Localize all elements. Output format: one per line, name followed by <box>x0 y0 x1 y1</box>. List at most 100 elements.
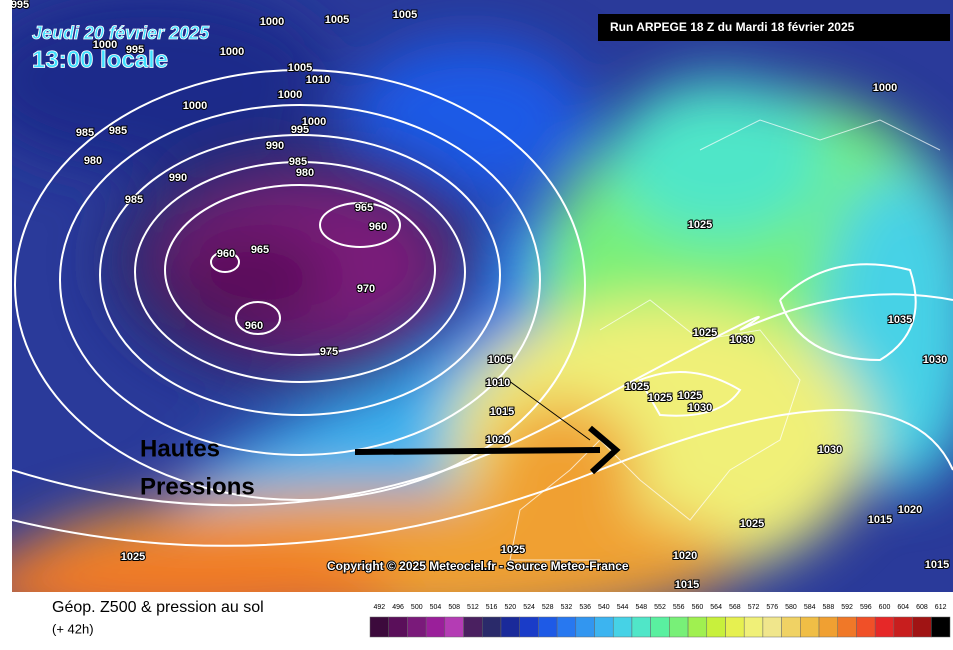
legend-label: 552 <box>654 604 666 611</box>
legend-label: 612 <box>935 604 947 611</box>
legend-swatch <box>369 616 389 638</box>
isobar-label: 995 <box>126 44 144 56</box>
legend-label: 532 <box>561 604 573 611</box>
legend-swatch <box>425 616 446 638</box>
legend-swatch <box>687 616 708 638</box>
isobar-label: 1030 <box>923 354 947 366</box>
run-box <box>598 14 950 41</box>
legend-label: 576 <box>766 604 778 611</box>
legend-swatch <box>818 616 838 638</box>
isobar-label: 1025 <box>678 390 702 402</box>
isobar-label: 1000 <box>260 16 284 28</box>
legend-swatch <box>500 616 520 638</box>
legend-swatch <box>463 616 483 638</box>
legend-swatch <box>931 616 951 638</box>
legend-swatch <box>725 616 745 638</box>
isobar-label: 985 <box>289 156 307 168</box>
arrow <box>354 447 601 455</box>
legend-label: 600 <box>879 604 891 611</box>
isobar-label: 980 <box>296 167 314 179</box>
isobars <box>12 69 953 547</box>
legend-label: 560 <box>692 604 704 611</box>
legend-label: 544 <box>617 604 629 611</box>
legend-swatch <box>912 616 932 638</box>
isobar-label: 1015 <box>868 514 892 526</box>
legend-swatch <box>837 616 857 638</box>
isobar-label: 1005 <box>325 14 349 26</box>
footer-title: Géop. Z500 & pression au sol <box>52 599 264 616</box>
legend-label: 548 <box>635 604 647 611</box>
isobar-label: 965 <box>355 202 373 214</box>
isobar-label: 1025 <box>693 327 717 339</box>
legend-label: 580 <box>785 604 797 611</box>
coastlines <box>509 119 941 561</box>
legend-swatch <box>893 616 913 638</box>
isobar-label: 1005 <box>393 9 417 21</box>
legend-swatch <box>556 616 577 638</box>
legend-label: 608 <box>916 604 928 611</box>
isobar-label: 1030 <box>730 334 754 346</box>
isobar-label: 995 <box>291 124 309 136</box>
isobar-label: 1000 <box>302 116 326 128</box>
legend-label: 572 <box>748 604 760 611</box>
legend-swatch <box>874 616 895 638</box>
isobar-label: 1035 <box>888 314 912 326</box>
copyright: Copyright © 2025 Meteociel.fr - Source M… <box>327 559 629 573</box>
legend-swatch <box>762 616 782 638</box>
legend-label: 508 <box>448 604 460 611</box>
legend-swatch <box>781 616 801 638</box>
legend-swatch <box>388 616 408 638</box>
legend-swatch <box>538 616 558 638</box>
isobar-label: 980 <box>84 155 102 167</box>
isobar-label: 1020 <box>486 434 510 446</box>
isobar-label: 975 <box>320 346 338 358</box>
legend-swatch <box>612 616 633 638</box>
annotation: Hautes <box>140 435 220 462</box>
legend-label: 500 <box>411 604 423 611</box>
isobar-label: 1025 <box>740 518 764 530</box>
isobar-label: 995 <box>11 0 29 11</box>
legend-label: 496 <box>392 604 404 611</box>
footer-lead: (+ 42h) <box>52 621 94 636</box>
legend-label: 504 <box>430 604 442 611</box>
isobar-label: 965 <box>251 244 269 256</box>
annotation: Pressions <box>140 473 255 500</box>
isobar-label: 1010 <box>486 377 510 389</box>
legend-swatch <box>482 616 502 638</box>
isobar-label: 1020 <box>673 550 697 562</box>
isobar-label: 960 <box>245 320 263 332</box>
legend-swatch <box>594 616 614 638</box>
isobar-label: 985 <box>76 127 94 139</box>
isobar-label: 1025 <box>501 544 525 556</box>
isobar-label: 960 <box>217 248 235 260</box>
legend-label: 528 <box>542 604 554 611</box>
legend-label: 568 <box>729 604 741 611</box>
isobar-label: 1000 <box>183 100 207 112</box>
isobar-label: 1020 <box>898 504 922 516</box>
legend: 492 496 500 504 508 512 516 520 524 528 532 536 540 5… <box>369 604 951 638</box>
isobar-label: 1000 <box>93 39 117 51</box>
forecast-time: 13:00 locale <box>32 46 168 73</box>
isobar-label: 1000 <box>278 89 302 101</box>
legend-swatch <box>631 616 651 638</box>
legend-swatch <box>706 616 726 638</box>
legend-label: 536 <box>579 604 591 611</box>
legend-swatch <box>669 616 689 638</box>
run-info: Run ARPEGE 18 Z du Mardi 18 février 2025 <box>610 20 855 34</box>
isobar-label: 960 <box>369 221 387 233</box>
isobar-label: 1025 <box>648 392 672 404</box>
legend-label: 556 <box>673 604 685 611</box>
forecast-date: Jeudi 20 février 2025 <box>32 23 210 43</box>
isobar-label: 985 <box>109 125 127 137</box>
isobar-label: 1030 <box>688 402 712 414</box>
legend-label: 584 <box>804 604 816 611</box>
legend-label: 520 <box>504 604 516 611</box>
legend-swatch <box>519 616 539 638</box>
legend-swatch <box>575 616 595 638</box>
isobar-label: 1015 <box>925 559 949 571</box>
isobar-label: 1000 <box>873 82 897 94</box>
legend-label: 592 <box>841 604 853 611</box>
